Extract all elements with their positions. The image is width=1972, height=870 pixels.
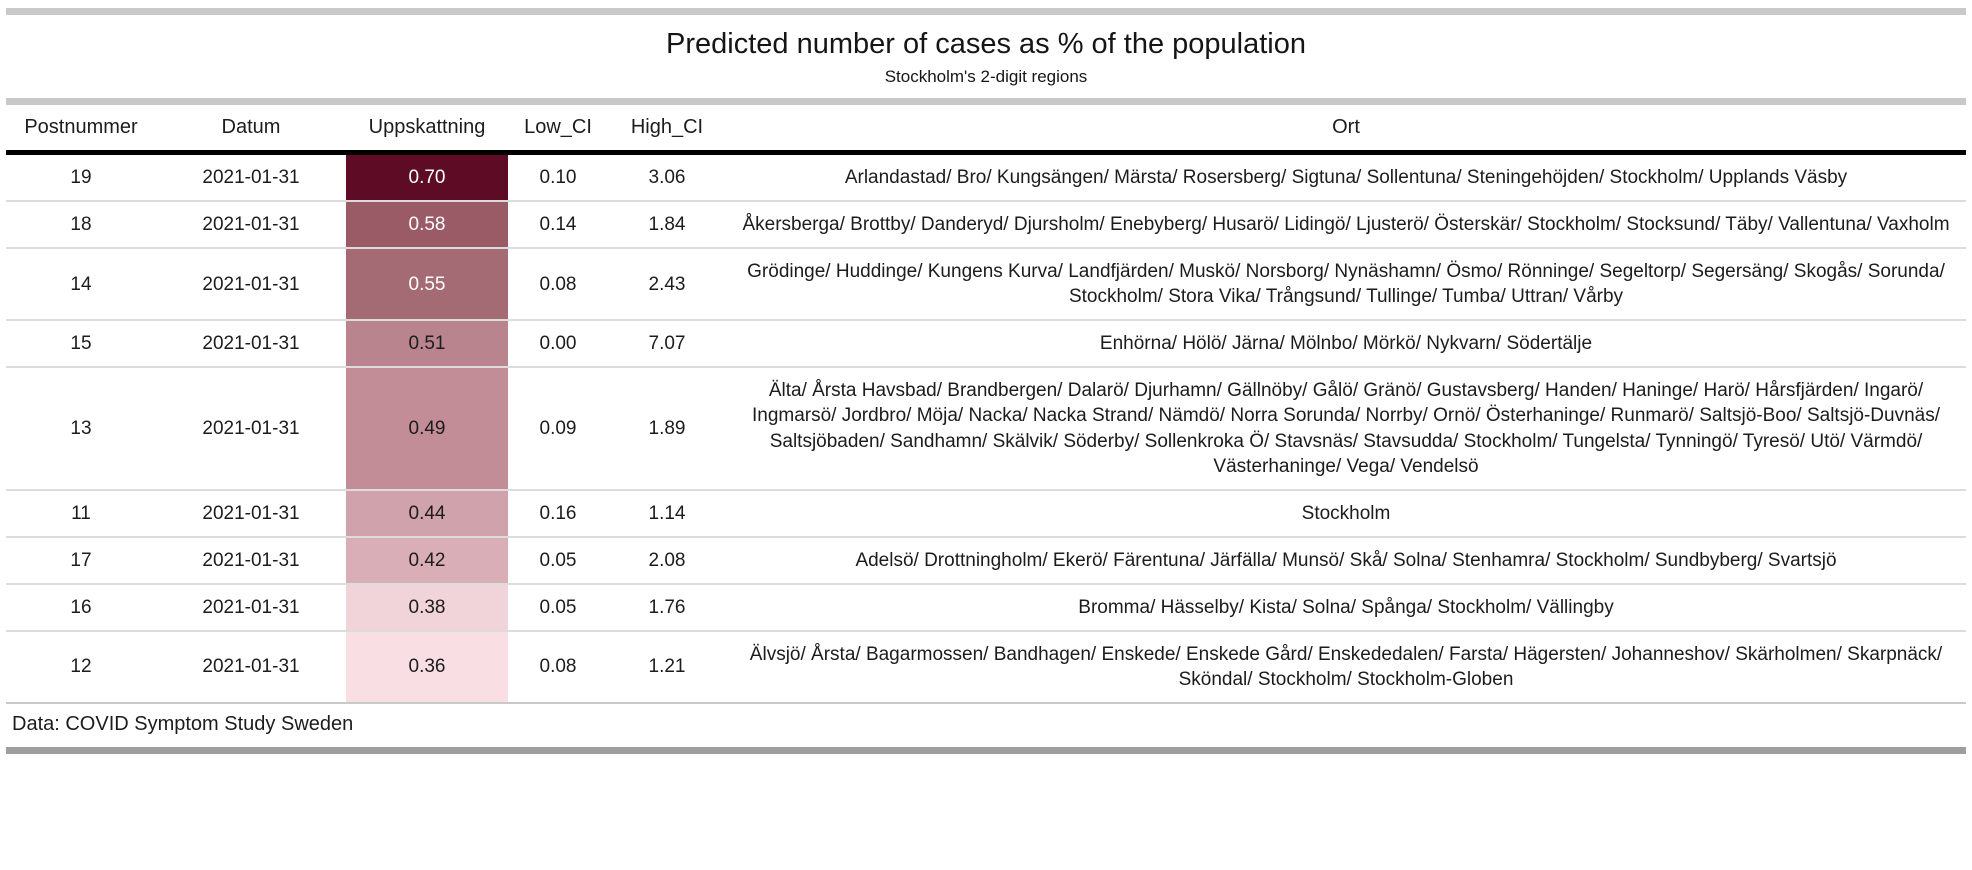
cell-ort: Älvsjö/ Årsta/ Bagarmossen/ Bandhagen/ E…: [726, 629, 1966, 703]
cell-datum: 2021-01-31: [156, 200, 346, 249]
table-row: 19 2021-01-31 0.70 0.10 3.06 Arlandastad/ Bro…: [6, 152, 1966, 202]
cell-low-ci: 0.09: [508, 366, 608, 490]
table-row: 12 2021-01-31 0.36 0.08 1.21 Älvsjö/ Årsta/ B…: [6, 629, 1966, 703]
top-rule: [6, 8, 1966, 15]
cell-low-ci: 0.00: [508, 319, 608, 368]
cell-datum: 2021-01-31: [156, 366, 346, 490]
cell-low-ci: 0.14: [508, 200, 608, 249]
page-title: Predicted number of cases as % of the po…: [666, 28, 1306, 60]
cell-low-ci: 0.08: [508, 247, 608, 321]
cell-ort: Åkersberga/ Brottby/ Danderyd/ Djursholm…: [726, 200, 1966, 249]
table-row: 11 2021-01-31 0.44 0.16 1.14 Stockholm: [6, 488, 1966, 537]
cell-low-ci: 0.05: [508, 535, 608, 584]
cell-uppskattning: 0.38: [346, 582, 508, 631]
cell-uppskattning: 0.55: [346, 247, 508, 321]
table-row: 16 2021-01-31 0.38 0.05 1.76 Bromma/ Hässelby…: [6, 582, 1966, 631]
cell-datum: 2021-01-31: [156, 582, 346, 631]
cell-datum: 2021-01-31: [202, 167, 300, 188]
cell-postnummer: 17: [6, 535, 156, 584]
cell-high-ci: 3.06: [648, 167, 686, 188]
cell-ort: Älta/ Årsta Havsbad/ Brandbergen/ Dalarö…: [726, 366, 1966, 490]
table-row: 17 2021-01-31 0.42 0.05 2.08 Adelsö/ Drottnin…: [6, 535, 1966, 584]
cell-high-ci: 1.21: [608, 629, 726, 703]
cell-low-ci: 0.16: [508, 488, 608, 537]
table-row: 18 2021-01-31 0.58 0.14 1.84 Åkersberga/ Brot…: [6, 200, 1966, 249]
cell-high-ci: 2.08: [608, 535, 726, 584]
cell-uppskattning: 0.36: [346, 629, 508, 703]
table-row: 15 2021-01-31 0.51 0.00 7.07 Enhörna/ Hölö/ J…: [6, 319, 1966, 368]
cell-ort: Adelsö/ Drottningholm/ Ekerö/ Färentuna/…: [726, 535, 1966, 584]
cell-datum: 2021-01-31: [156, 247, 346, 321]
cell-postnummer: 18: [6, 200, 156, 249]
cell-ort: Arlandastad/ Bro/ Kungsängen/ Märsta/ Ro…: [844, 167, 1848, 188]
cell-ort: Stockholm: [726, 488, 1966, 537]
cell-high-ci: 1.84: [608, 200, 726, 249]
cell-uppskattning: 0.44: [346, 488, 508, 537]
data-table: Postnummer Datum Uppskattning Low_CI Hig…: [6, 105, 1966, 703]
table-row: 14 2021-01-31 0.55 0.08 2.43 Grödinge/ Huddin…: [6, 247, 1966, 321]
column-header-low-ci: Low_CI: [508, 105, 608, 155]
header-row: Postnummer Datum Uppskattning Low_CI Hig…: [6, 105, 1966, 155]
cell-postnummer: 14: [6, 247, 156, 321]
cell-datum: 2021-01-31: [156, 629, 346, 703]
table-header: Postnummer Datum Uppskattning Low_CI Hig…: [6, 105, 1966, 155]
cell-uppskattning: 0.58: [346, 200, 508, 249]
cell-ort: Enhörna/ Hölö/ Järna/ Mölnbo/ Mörkö/ Nyk…: [726, 319, 1966, 368]
column-header-ort: Ort: [726, 105, 1966, 155]
page-subtitle: Stockholm's 2-digit regions: [884, 67, 1088, 86]
cell-datum: 2021-01-31: [156, 319, 346, 368]
cell-high-ci: 2.43: [608, 247, 726, 321]
cell-high-ci: 7.07: [608, 319, 726, 368]
column-header-high-ci: High_CI: [608, 105, 726, 155]
cell-high-ci: 1.14: [608, 488, 726, 537]
cell-low-ci: 0.08: [508, 629, 608, 703]
cell-low-ci: 0.05: [508, 582, 608, 631]
table-body: 19 2021-01-31 0.70 0.10 3.06 Arlandastad/ Bro…: [6, 152, 1966, 703]
column-header-datum: Datum: [156, 105, 346, 155]
cell-datum: 2021-01-31: [156, 488, 346, 537]
cell-ort: Bromma/ Hässelby/ Kista/ Solna/ Spånga/ …: [726, 582, 1966, 631]
cell-postnummer: 12: [6, 629, 156, 703]
cell-high-ci: 1.76: [608, 582, 726, 631]
cell-uppskattning: 0.49: [346, 366, 508, 490]
cell-postnummer: 13: [6, 366, 156, 490]
cell-uppskattning: 0.51: [346, 319, 508, 368]
cell-postnummer: 11: [6, 488, 156, 537]
cell-postnummer: 16: [6, 582, 156, 631]
cell-uppskattning: 0.70: [346, 152, 508, 202]
cell-datum: 2021-01-31: [156, 535, 346, 584]
cell-high-ci: 1.89: [608, 366, 726, 490]
table-row: 13 2021-01-31 0.49 0.09 1.89 Älta/ Årsta Havs…: [6, 366, 1966, 490]
cell-uppskattning: 0.42: [346, 535, 508, 584]
header-rule: [6, 98, 1966, 105]
cell-low-ci: 0.10: [539, 167, 577, 188]
cell-postnummer: 19: [70, 167, 92, 188]
source-note: Data: COVID Symptom Study Sweden: [12, 713, 354, 736]
cell-postnummer: 15: [6, 319, 156, 368]
cell-ort: Grödinge/ Huddinge/ Kungens Kurva/ Landf…: [726, 247, 1966, 321]
footer-rule: [6, 702, 1966, 705]
column-header-postnummer: Postnummer: [6, 105, 156, 155]
bottom-rule: [6, 747, 1966, 755]
column-header-uppskattning: Uppskattning: [346, 105, 508, 155]
